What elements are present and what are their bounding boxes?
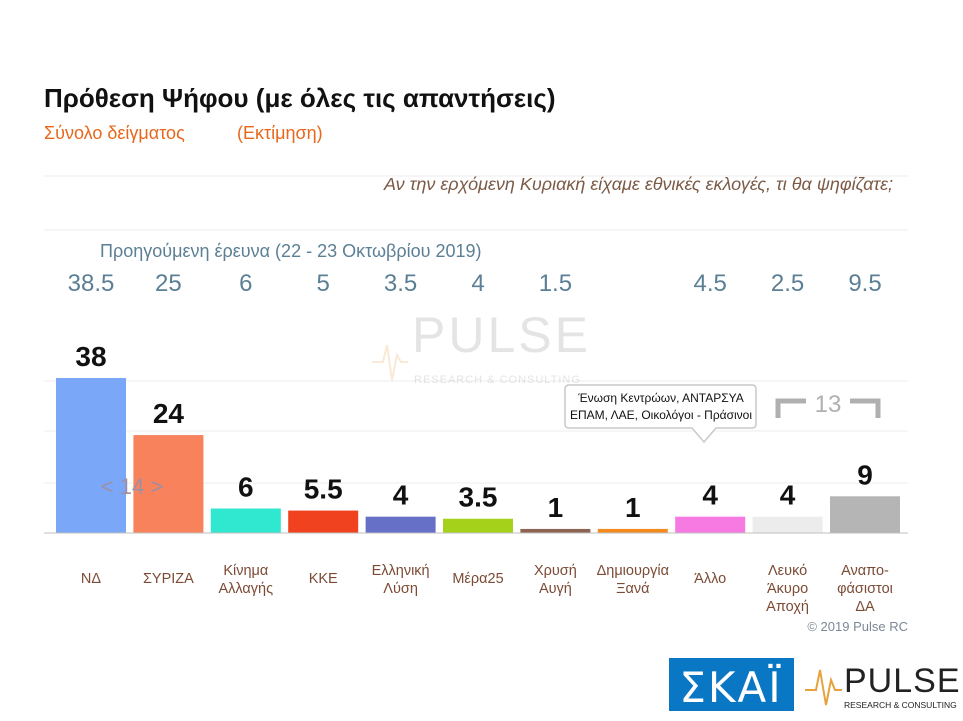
bar <box>56 378 126 533</box>
value-label: 9 <box>857 459 873 490</box>
callout-other-parties: Ένωση Κεντρώων, ΑΝΤΑΡΣΥΑ ΕΠΑΜ, ΛΑΕ, Οικο… <box>564 384 757 444</box>
category-label: ΔΑ <box>855 599 875 615</box>
bar <box>520 528 591 533</box>
category-label: Ελληνική <box>372 563 430 579</box>
category-label: Αυγή <box>539 581 572 597</box>
value-label: 3.5 <box>459 482 498 513</box>
previous-value: 3.5 <box>384 270 417 297</box>
callout-line-1: Ένωση Κεντρώων, ΑΝΤΑΡΣΥΑ <box>577 391 744 405</box>
value-label: 1 <box>625 492 641 523</box>
category-label: Δημιουργία <box>597 563 669 579</box>
previous-value: 38.5 <box>68 270 115 297</box>
value-label: 6 <box>238 472 254 503</box>
value-labels: 38 24 6 5.5 4 3.5 1 1 4 4 9 <box>75 341 872 523</box>
bar <box>597 528 668 533</box>
category-label: Άκυρο <box>767 581 808 597</box>
value-label: 38 <box>75 341 106 372</box>
pulse-watermark: PULSE RESEARCH & CONSULTING <box>372 307 591 386</box>
previous-value: 25 <box>155 270 182 297</box>
bracket-14-label: < 14 > <box>101 474 163 499</box>
bars <box>56 378 900 533</box>
category-label: ΣΥΡΙΖΑ <box>143 571 194 587</box>
bar <box>830 496 900 533</box>
bar <box>210 508 281 533</box>
value-label: 5.5 <box>304 474 343 505</box>
bar <box>365 516 436 533</box>
previous-value: 9.5 <box>848 270 881 297</box>
chart-subtitle-estimate: (Εκτίμηση) <box>237 123 323 143</box>
value-label: 24 <box>153 398 185 429</box>
category-label: Ξανά <box>616 581 649 597</box>
category-label: Κίνημα <box>223 563 268 579</box>
skai-logo-text: ΣΚΑΪ <box>679 663 782 712</box>
pulse-logo: PULSE RESEARCH & CONSULTING <box>805 662 961 710</box>
category-label: Άλλο <box>694 571 726 587</box>
bar <box>443 518 513 533</box>
bar <box>675 516 746 533</box>
category-label: Αποχή <box>766 599 809 615</box>
value-label: 4 <box>393 480 409 511</box>
watermark-tagline: RESEARCH & CONSULTING <box>414 374 581 386</box>
copyright: © 2019 Pulse RC <box>807 619 908 634</box>
previous-survey-label: Προηγούμενη έρευνα (22 - 23 Οκτωβρίου 20… <box>100 241 482 261</box>
pulse-logo-tagline: RESEARCH & CONSULTING <box>844 700 957 710</box>
callout-line-2: ΕΠΑΜ, ΛΑΕ, Οικολόγοι - Πράσινοι <box>570 408 752 422</box>
category-label: Αλλαγής <box>218 581 273 597</box>
category-label: φάσιστοι <box>837 581 893 597</box>
bar <box>752 516 823 533</box>
value-label: 4 <box>780 480 796 511</box>
pulse-logo-text: PULSE <box>844 662 961 700</box>
category-labels: ΝΔ ΣΥΡΙΖΑ Κίνημα Αλλαγής ΚΚΕ Ελληνική Λύση Μέρα… <box>81 563 893 615</box>
category-label: Μέρα25 <box>452 571 503 587</box>
category-label: Χρυσή <box>534 563 577 579</box>
category-label: ΝΔ <box>81 571 101 587</box>
previous-value: 6 <box>239 270 252 297</box>
chart-title: Πρόθεση Ψήφου (με όλες τις απαντήσεις) <box>44 83 556 113</box>
chart-subtitle-sample: Σύνολο δείγματος <box>44 123 185 143</box>
previous-value: 4 <box>471 270 484 297</box>
bracket-13: 13 <box>775 391 881 418</box>
survey-question: Αν την ερχόμενη Κυριακή είχαμε εθνικές ε… <box>383 174 893 194</box>
watermark-brand: PULSE <box>412 307 591 363</box>
bracket-13-label: 13 <box>815 391 842 418</box>
previous-value: 4.5 <box>694 270 727 297</box>
value-label: 1 <box>548 492 564 523</box>
category-label: Λύση <box>383 581 418 597</box>
bar <box>288 510 359 533</box>
category-label: Αναπο- <box>841 563 889 579</box>
previous-values: 38.5 25 6 5 3.5 4 1.5 4.5 2.5 9.5 <box>68 270 882 297</box>
value-label: 4 <box>702 480 718 511</box>
skai-logo: ΣΚΑΪ <box>669 658 794 712</box>
previous-value: 2.5 <box>771 270 804 297</box>
bar <box>133 435 204 533</box>
category-label: ΚΚΕ <box>309 571 338 587</box>
previous-value: 1.5 <box>539 270 572 297</box>
previous-value: 5 <box>317 270 330 297</box>
category-label: Λευκό <box>768 563 807 579</box>
